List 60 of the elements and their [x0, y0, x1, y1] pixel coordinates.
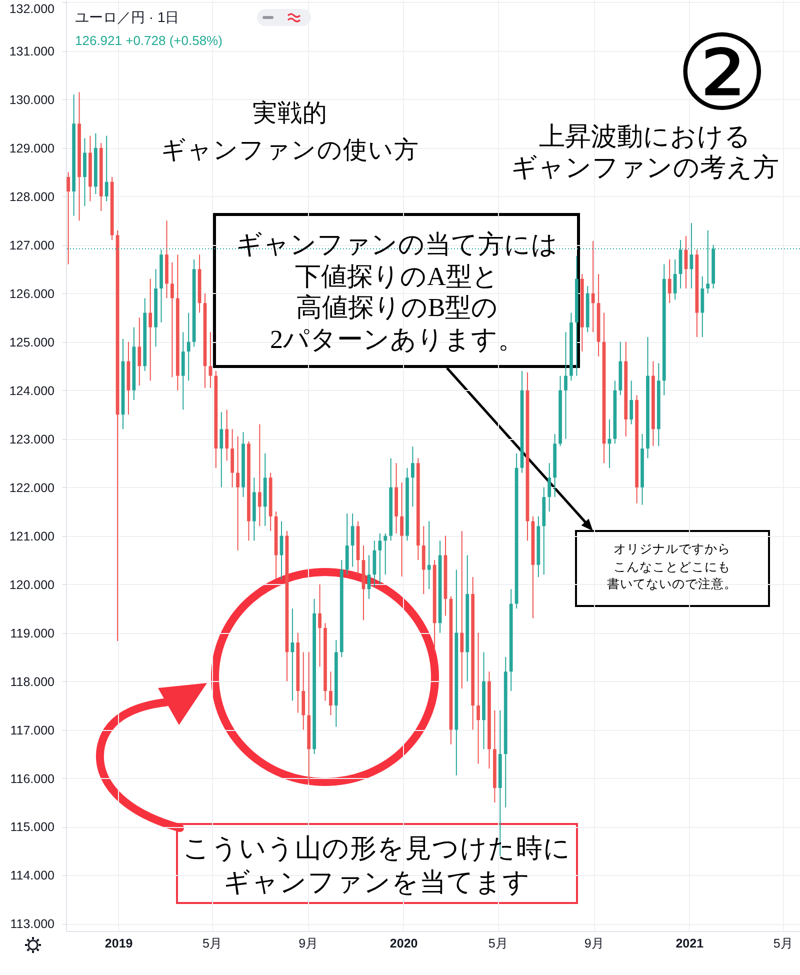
candlestick — [186, 312, 190, 382]
candlestick — [548, 462, 552, 512]
annotation: ユーロ／円 · 1日 — [75, 9, 180, 26]
candlestick — [208, 332, 212, 388]
candlestick — [378, 532, 382, 585]
candlestick — [236, 436, 240, 551]
candlestick — [258, 424, 262, 527]
candlestick — [66, 172, 70, 265]
y-tick-label: 115.000 — [10, 820, 55, 834]
candlestick — [630, 380, 634, 425]
candlestick — [220, 412, 224, 488]
x-tick-label: 9月 — [298, 936, 319, 950]
y-tick-label: 125.000 — [9, 335, 55, 350]
candlestick — [170, 262, 174, 378]
y-tick-label: 117.000 — [10, 723, 55, 738]
y-tick-label: 122.000 — [9, 480, 55, 495]
candlestick — [138, 317, 142, 386]
y-tick-label: 116.000 — [10, 772, 55, 786]
y-tick-label: 129.000 — [9, 141, 55, 156]
candlestick — [427, 520, 431, 590]
candlestick — [591, 240, 595, 333]
x-tick-label: 5月 — [488, 936, 508, 950]
candlestick — [104, 135, 108, 202]
x-tick-label: 2019 — [104, 936, 133, 950]
y-tick-label: 119.000 — [10, 626, 55, 640]
candlestick — [148, 278, 152, 382]
y-tick-label: 118.000 — [10, 674, 55, 689]
candlestick — [350, 513, 354, 568]
y-tick-label: 120.000 — [9, 578, 55, 592]
candlestick — [668, 258, 672, 304]
x-tick-label: 2020 — [390, 936, 418, 950]
y-tick-label: 126.000 — [9, 286, 55, 301]
candlestick — [329, 671, 332, 716]
candlestick — [318, 584, 322, 668]
candlestick — [564, 332, 568, 440]
x-tick-label: 9月 — [584, 936, 604, 950]
annotation: 126.921 +0.728 (+0.58%) — [75, 33, 222, 49]
y-tick-label: 121.000 — [9, 529, 55, 544]
y-tick-label: 130.000 — [9, 92, 55, 107]
annotation: ギャンファンの当て方には下値探りのA型と高値探りのB型の2パターンあります。 — [236, 229, 558, 355]
candlestick — [225, 409, 229, 462]
y-tick-label: 123.000 — [9, 432, 55, 446]
y-tick-label: 128.000 — [9, 190, 55, 204]
candlestick — [411, 446, 414, 508]
candlestick — [384, 532, 388, 576]
x-tick-label: 5月 — [202, 936, 222, 950]
x-tick-label: 2021 — [676, 936, 704, 950]
y-tick-label: 124.000 — [9, 384, 55, 398]
y-tick-label: 132.000 — [9, 2, 55, 16]
annotation: オリジナルですからこんなことどこにも書いてないので注意。 — [607, 541, 737, 593]
x-tick-label: 5月 — [773, 936, 794, 950]
y-tick-label: 113.000 — [10, 917, 55, 932]
y-tick-label: 131.000 — [9, 44, 55, 58]
candlestick — [400, 482, 404, 578]
candlestick — [460, 530, 464, 690]
candlestick — [673, 258, 677, 300]
y-tick-label: 114.000 — [10, 868, 55, 883]
y-tick-label: 127.000 — [9, 238, 55, 252]
text: 実戦的ギャンファンの使い方 — [161, 99, 419, 166]
candlestick — [476, 632, 480, 764]
